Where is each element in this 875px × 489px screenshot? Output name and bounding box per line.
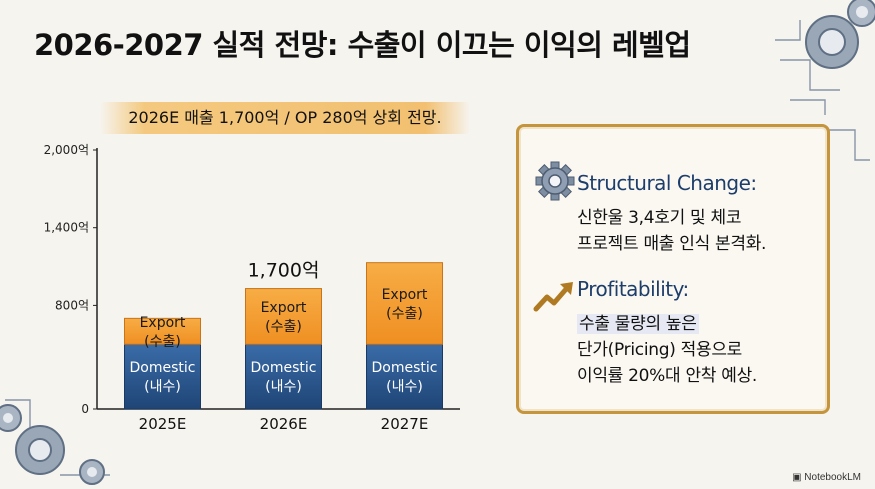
profitability-line-3: 이익률 20%대 안착 예상.	[577, 366, 758, 386]
profitability-line-2: 단가(Pricing) 적용으로	[577, 340, 743, 360]
bar-segment-domestic	[124, 343, 201, 410]
page-title: 2026-2027 실적 전망: 수출이 이끄는 이익의 레벨업	[34, 28, 691, 62]
bar-segment-export	[366, 262, 443, 345]
gear-icon	[535, 161, 575, 201]
structural-line-2: 프로젝트 매출 인식 본격화.	[577, 234, 767, 254]
segment-label: (내수)	[144, 379, 181, 395]
segment-label: (내수)	[265, 379, 302, 395]
segment-label: Export	[261, 300, 307, 316]
trend-up-arrow-icon	[533, 282, 573, 312]
x-tick-label: 2025E	[139, 415, 187, 433]
profitability-highlight: 수출 물량의 높은	[577, 314, 699, 334]
segment-label: (수출)	[144, 334, 181, 350]
profitability-line-1: 수출 물량의 높은	[577, 309, 699, 334]
x-tick-label: 2027E	[381, 415, 429, 433]
y-tick-label: 2,000억	[44, 143, 89, 157]
segment-label: Domestic	[372, 360, 438, 376]
gear-decoration-bottom-left-icon	[0, 399, 110, 485]
segment-label: Domestic	[130, 360, 196, 376]
structural-change-title: Structural Change:	[577, 171, 757, 195]
segment-label: Export	[382, 287, 428, 303]
y-tick-label: 1,400억	[44, 221, 89, 235]
segment-label: (수출)	[386, 306, 423, 322]
brand-label: ▣ NotebookLM	[792, 472, 861, 483]
gear-decoration-top-right-icon	[775, 0, 875, 115]
profitability-title: Profitability:	[577, 277, 689, 301]
y-tick-label: 800억	[55, 298, 89, 312]
segment-label: (수출)	[265, 319, 302, 335]
subtitle-highlight	[100, 102, 470, 134]
chart-subtitle: 2026E 매출 1,700억 / OP 280억 상회 전망.	[128, 108, 442, 127]
bar-segment-export	[124, 317, 201, 345]
segment-label: (내수)	[386, 379, 423, 395]
segment-label: Domestic	[251, 360, 317, 376]
y-tick-label: 0	[81, 402, 89, 416]
total-annotation: 1,700억	[248, 260, 320, 282]
stacked-bar-chart: 0 800억 1,400억 2,000억 2025E 2026E 2027E Domestic…	[44, 143, 460, 433]
structural-line-1: 신한울 3,4호기 및 체코	[577, 208, 742, 228]
bar-segment-domestic	[245, 343, 322, 410]
info-box: Structural Change: 신한울 3,4호기 및 체코 프로젝트 매…	[516, 124, 830, 414]
segment-label: Export	[140, 315, 186, 331]
x-tick-label: 2026E	[260, 415, 308, 433]
bar-segment-export	[245, 288, 322, 345]
brand-text: NotebookLM	[804, 472, 861, 483]
bar-segment-domestic	[366, 343, 443, 410]
